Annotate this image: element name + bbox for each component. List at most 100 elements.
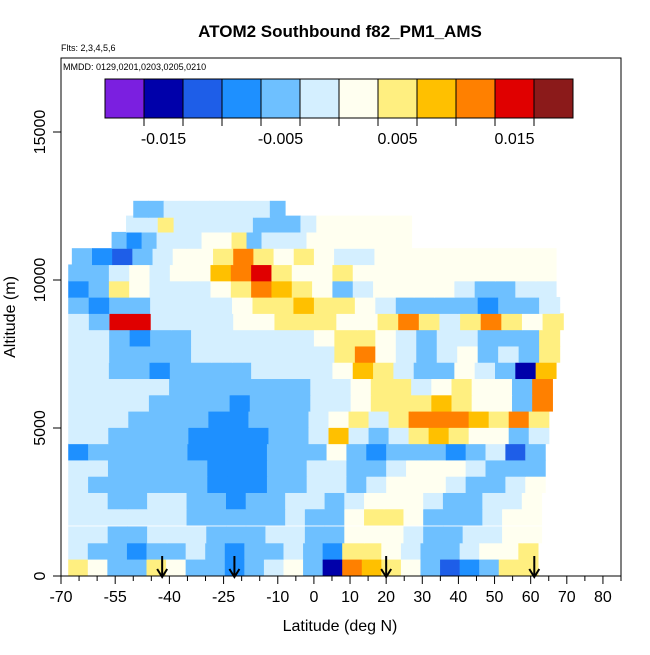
heatmap-cell <box>271 280 293 298</box>
heatmap-cell <box>147 443 169 461</box>
heatmap-cell <box>247 459 268 477</box>
heatmap-cell <box>468 427 490 445</box>
heatmap-cell <box>498 558 519 576</box>
heatmap-cell <box>431 378 453 396</box>
heatmap-cell <box>434 264 455 282</box>
heatmap-cell <box>189 378 211 396</box>
heatmap-cell <box>434 280 455 298</box>
heatmap-cell <box>445 459 467 477</box>
heatmap-cell <box>505 443 526 461</box>
heatmap-cell <box>185 558 206 576</box>
heatmap-cell <box>303 542 324 560</box>
heatmap-cell <box>205 558 226 576</box>
heatmap-cell <box>88 329 110 347</box>
heatmap-cell <box>539 329 561 347</box>
heatmap-cell <box>428 410 450 428</box>
heatmap-cell <box>416 297 438 314</box>
heatmap-cell <box>425 443 447 461</box>
x-tick-label: 20 <box>377 589 395 606</box>
heatmap-cell <box>403 492 424 510</box>
heatmap-cell <box>336 313 358 331</box>
y-axis: 0 5000 10000 15000 <box>32 110 61 580</box>
heatmap-cell <box>408 427 430 445</box>
heatmap-cell <box>348 215 365 233</box>
colorbar-segment <box>222 79 262 118</box>
heatmap-cell <box>129 345 151 363</box>
x-tick-label: 50 <box>486 589 504 606</box>
heatmap-cell <box>535 362 557 380</box>
heatmap-cell <box>457 345 479 363</box>
heatmap-cell <box>188 410 209 428</box>
heatmap-cell <box>293 329 315 347</box>
heatmap-cell <box>68 345 90 363</box>
heatmap-cell <box>482 526 503 544</box>
heatmap-cell <box>375 297 397 314</box>
colorbar-frame <box>104 78 574 119</box>
heatmap-cell <box>388 427 410 445</box>
heatmap-cell <box>88 476 109 493</box>
heatmap-cell <box>271 362 293 380</box>
heatmap-cell <box>354 248 376 266</box>
heatmap-cell <box>459 558 480 576</box>
heatmap-cell <box>127 508 148 526</box>
heatmap-cell <box>210 362 232 380</box>
heatmap-cell <box>322 542 343 560</box>
heatmap-cell <box>141 231 158 249</box>
heatmap-cell <box>87 508 109 526</box>
heatmap-cell <box>521 508 543 526</box>
heatmap-cell <box>150 297 172 314</box>
heatmap-cell <box>310 394 332 412</box>
heatmap-cell <box>375 329 397 347</box>
heatmap-cell <box>502 508 523 526</box>
plot-frame <box>60 57 622 577</box>
heatmap-cell <box>268 215 286 233</box>
heatmap-cell <box>205 215 222 233</box>
heatmap-cell <box>156 231 173 249</box>
heatmap-cell <box>68 410 89 428</box>
heatmap-cell <box>108 394 130 412</box>
x-tick-label: -10 <box>266 589 289 606</box>
heatmap-cell <box>485 443 506 461</box>
heatmap-cell <box>88 362 110 380</box>
heatmap-cell <box>253 248 275 266</box>
heatmap-cell <box>482 492 503 510</box>
heatmap-cell <box>495 362 516 380</box>
heatmap-cell <box>166 542 187 560</box>
heatmap-cell <box>209 394 231 412</box>
heatmap-cell <box>532 394 553 412</box>
heatmap-cell <box>518 542 539 560</box>
heatmap-cell <box>186 526 207 544</box>
y-axis-label: Altitude (m) <box>2 276 19 358</box>
heatmap-cell <box>68 508 89 526</box>
heatmap-cell <box>482 508 503 526</box>
colorbar-tick-label: 0.015 <box>494 131 534 148</box>
x-tick-label: -25 <box>212 589 235 606</box>
heatmap-cell <box>304 526 326 544</box>
heatmap-cell <box>68 297 90 314</box>
heatmap-cell <box>521 526 543 544</box>
heatmap-cell <box>185 542 206 560</box>
heatmap-cell <box>87 542 108 560</box>
heatmap-cell <box>191 313 214 331</box>
heatmap-cell <box>442 526 464 544</box>
heatmap-cell <box>284 215 302 233</box>
heatmap-cell <box>133 200 150 218</box>
heatmap-cell <box>129 329 151 347</box>
heatmap-cell <box>227 459 248 477</box>
heatmap-cell <box>130 313 152 331</box>
heatmap-cell <box>498 345 520 363</box>
heatmap-cell <box>525 459 546 477</box>
heatmap-cell <box>525 443 546 461</box>
arrow-head <box>528 568 541 579</box>
heatmap-cell <box>88 459 109 477</box>
heatmap-cell <box>498 542 519 560</box>
heatmap-cell <box>465 443 487 461</box>
heatmap-cells <box>68 200 564 576</box>
heatmap-cell <box>374 248 396 266</box>
heatmap-cell <box>128 410 149 428</box>
heatmap-cell <box>366 459 387 477</box>
heatmap-cell <box>237 215 254 233</box>
heatmap-cell <box>88 297 110 314</box>
heatmap-cell <box>170 297 192 314</box>
heatmap-cell <box>416 329 438 347</box>
